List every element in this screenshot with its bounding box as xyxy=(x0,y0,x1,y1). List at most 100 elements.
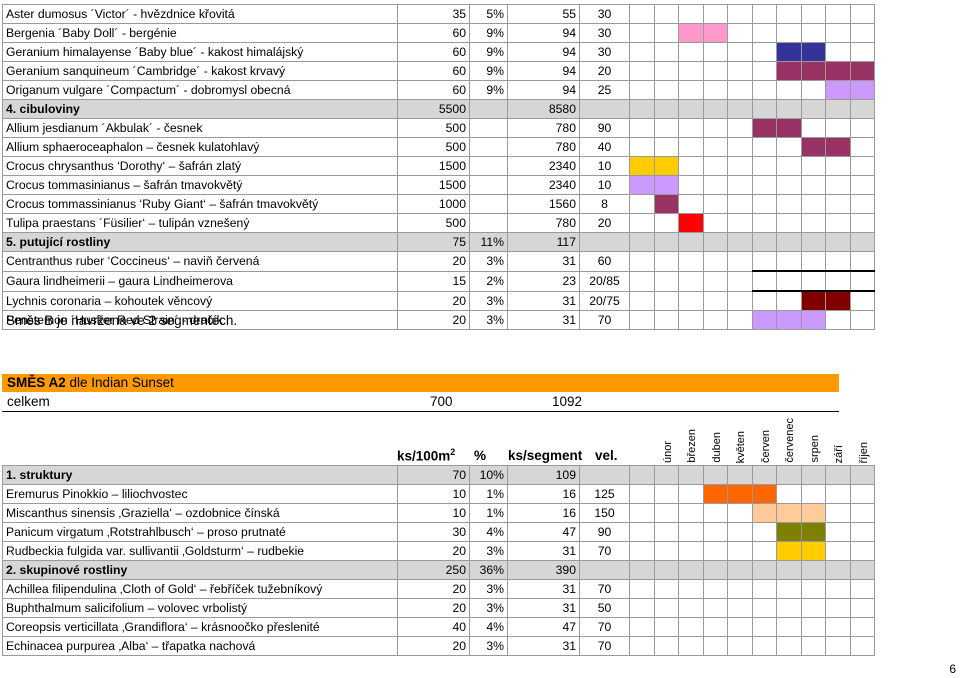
plant-name: 4. cibuloviny xyxy=(2,99,398,119)
month-cell xyxy=(849,156,875,176)
height: 125 xyxy=(579,484,630,504)
month-cell xyxy=(653,194,679,214)
month-cell xyxy=(751,598,777,618)
count-per-100m2: 60 xyxy=(397,61,470,81)
plant-row: Achillea filipendulina ‚Cloth of Gold‘ –… xyxy=(2,579,875,599)
total-row: celkem 700 1092 xyxy=(2,392,839,412)
month-cell xyxy=(776,156,802,176)
count-per-100m2: 60 xyxy=(397,23,470,43)
month-cell xyxy=(702,156,728,176)
plant-name: 5. putující rostliny xyxy=(2,232,398,252)
month-cell xyxy=(727,99,753,119)
percent: 4% xyxy=(469,522,508,542)
month-cell xyxy=(702,290,728,311)
month-cell xyxy=(776,503,802,523)
month-cell xyxy=(825,617,851,637)
month-cell xyxy=(727,80,753,100)
month-cell xyxy=(702,194,728,214)
month-cell xyxy=(849,617,875,637)
month-cell xyxy=(776,636,802,656)
month-cell xyxy=(678,484,704,504)
month-cell xyxy=(776,194,802,214)
month-cell xyxy=(653,175,679,195)
plant-table-top: Aster dumosus ´Victor´ - hvězdnice křovi… xyxy=(2,4,875,330)
month-cell xyxy=(702,465,728,485)
header-segment: ks/segment xyxy=(508,448,583,463)
height: 70 xyxy=(579,541,630,561)
count-per-segment: 16 xyxy=(507,484,580,504)
month-cell xyxy=(800,118,826,138)
percent: 3% xyxy=(469,636,508,656)
month-cell xyxy=(849,465,875,485)
height: 70 xyxy=(579,310,630,330)
month-label: duben xyxy=(710,432,723,463)
month-cell xyxy=(653,42,679,62)
month-cell xyxy=(629,194,655,214)
count-per-segment: 780 xyxy=(507,213,580,233)
percent xyxy=(469,156,508,176)
plant-name: Echinacea purpurea ‚Alba‘ – třapatka nac… xyxy=(2,636,398,656)
month-cell xyxy=(653,270,679,292)
height: 70 xyxy=(579,617,630,637)
month-cell xyxy=(849,137,875,157)
total-label: celkem xyxy=(7,394,50,409)
month-cell xyxy=(629,270,655,292)
month-cell xyxy=(702,118,728,138)
month-cell xyxy=(800,213,826,233)
count-per-segment: 47 xyxy=(507,617,580,637)
month-cell xyxy=(653,118,679,138)
plant-row: Geranium himalayense ´Baby blue´ - kakos… xyxy=(2,42,875,62)
percent xyxy=(469,194,508,214)
month-cell xyxy=(849,560,875,580)
height: 30 xyxy=(579,42,630,62)
month-cell xyxy=(678,156,704,176)
plant-name: Gaura lindheimerii – gaura Lindheimerova xyxy=(2,270,398,292)
month-cell xyxy=(800,465,826,485)
plant-table-bottom: 1. struktury 70 10% 109 Eremurus Pinokkio – … xyxy=(2,465,875,656)
month-cell xyxy=(825,251,851,272)
plant-name: Crocus tommassinianus ‘Ruby Giant‘ – šaf… xyxy=(2,194,398,214)
percent: 9% xyxy=(469,80,508,100)
month-cell xyxy=(776,290,802,311)
month-cell xyxy=(825,80,851,100)
count-per-segment: 2340 xyxy=(507,156,580,176)
height: 20/75 xyxy=(579,290,630,311)
percent xyxy=(469,175,508,195)
month-cell xyxy=(727,541,753,561)
month-cell xyxy=(849,290,875,311)
count-per-segment: 31 xyxy=(507,636,580,656)
month-cell xyxy=(653,484,679,504)
month-cell xyxy=(702,522,728,542)
percent: 9% xyxy=(469,61,508,81)
month-cell xyxy=(751,80,777,100)
count-per-100m2: 20 xyxy=(397,290,470,311)
month-cell xyxy=(629,310,655,330)
plant-row: Geranium sanquineum ´Cambridge´ - kakost… xyxy=(2,61,875,81)
month-cell xyxy=(702,175,728,195)
month-cell xyxy=(776,560,802,580)
mix-title-banner: SMĚS A2 dle Indian Sunset xyxy=(2,374,839,392)
month-cell xyxy=(702,251,728,272)
month-cell xyxy=(751,232,777,252)
month-cell xyxy=(825,310,851,330)
group-header-row: 5. putující rostliny 75 11% 117 xyxy=(2,232,875,252)
month-cell xyxy=(678,598,704,618)
month-cell xyxy=(751,213,777,233)
column-header: ks/100m2 % ks/segment vel. únor březen dub… xyxy=(2,412,870,465)
month-cell xyxy=(800,560,826,580)
month-cell xyxy=(653,636,679,656)
month-cell xyxy=(702,80,728,100)
month-cell xyxy=(653,156,679,176)
count-per-100m2: 20 xyxy=(397,598,470,618)
month-cell xyxy=(678,118,704,138)
count-per-100m2: 20 xyxy=(397,579,470,599)
month-cell xyxy=(629,560,655,580)
month-cell xyxy=(678,522,704,542)
month-cell xyxy=(751,617,777,637)
height: 25 xyxy=(579,80,630,100)
segment-note: Směs B je navržena ve 2 segmentech. xyxy=(6,313,238,328)
plant-name: Geranium sanquineum ´Cambridge´ - kakost… xyxy=(2,61,398,81)
plant-row: Echinacea purpurea ‚Alba‘ – třapatka nac… xyxy=(2,636,875,656)
height xyxy=(579,560,630,580)
month-cell xyxy=(751,23,777,43)
